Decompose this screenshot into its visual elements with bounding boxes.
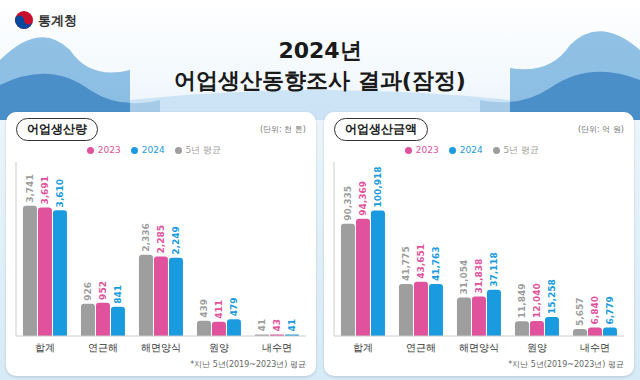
svg-text:41,775: 41,775 <box>401 246 411 281</box>
svg-text:31,054: 31,054 <box>459 260 469 295</box>
svg-text:41: 41 <box>257 319 267 332</box>
html-text:2024년: 2024년 <box>278 38 362 63</box>
svg-text:41,763: 41,763 <box>431 246 441 281</box>
svg-text:해면양식: 해면양식 <box>141 342 181 353</box>
svg-text:합계: 합계 <box>353 342 373 353</box>
svg-text:926: 926 <box>83 282 93 301</box>
svg-text:11,849: 11,849 <box>517 284 527 319</box>
html-text:2023: 2023 <box>415 145 439 155</box>
svg-text:내수면: 내수면 <box>262 342 292 353</box>
svg-text:952: 952 <box>98 281 108 300</box>
svg-text:2,249: 2,249 <box>171 226 181 254</box>
svg-text:37,118: 37,118 <box>489 252 499 287</box>
svg-text:6,779: 6,779 <box>605 296 615 324</box>
svg-text:3,691: 3,691 <box>40 176 50 204</box>
svg-text:6,840: 6,840 <box>590 296 600 324</box>
html-text:(단위: 억 원): (단위: 억 원) <box>578 125 624 134</box>
svg-text:원양: 원양 <box>209 342 229 353</box>
svg-text:90,335: 90,335 <box>343 186 353 221</box>
html-text:(단위: 천 톤): (단위: 천 톤) <box>260 125 306 134</box>
html-text:통계청: 통계청 <box>38 13 77 28</box>
svg-text:연근해: 연근해 <box>88 342 118 353</box>
html-text:어업생산동향조사 결과(잠정): 어업생산동향조사 결과(잠정) <box>174 68 466 93</box>
svg-text:100,918: 100,918 <box>373 167 383 208</box>
html-text:어업생산량: 어업생산량 <box>27 122 87 136</box>
svg-text:43: 43 <box>272 319 282 332</box>
svg-text:41: 41 <box>287 319 297 332</box>
html-text:2024: 2024 <box>459 145 483 155</box>
html-text:*지난 5년(2019~2023년) 평균: *지난 5년(2019~2023년) 평균 <box>190 360 306 369</box>
svg-text:12,040: 12,040 <box>532 283 542 318</box>
html-text:5년 평균: 5년 평균 <box>185 145 222 155</box>
svg-text:94,369: 94,369 <box>358 181 368 216</box>
html-text:5년 평균: 5년 평균 <box>503 145 540 155</box>
svg-text:5,657: 5,657 <box>575 298 585 326</box>
html-text:*지난 5년(2019~2023년) 평균: *지난 5년(2019~2023년) 평균 <box>508 360 624 369</box>
svg-text:원양: 원양 <box>527 342 547 353</box>
html-text:2023: 2023 <box>97 145 121 155</box>
svg-text:연근해: 연근해 <box>406 342 436 353</box>
html-text:2024: 2024 <box>141 145 165 155</box>
svg-text:내수면: 내수면 <box>580 342 610 353</box>
html-text:어업생산금액: 어업생산금액 <box>345 122 417 136</box>
svg-text:2,336: 2,336 <box>141 223 151 251</box>
svg-text:2,285: 2,285 <box>156 225 166 253</box>
svg-text:411: 411 <box>214 300 224 319</box>
svg-text:15,258: 15,258 <box>547 279 557 314</box>
svg-text:439: 439 <box>199 299 209 318</box>
svg-text:3,741: 3,741 <box>25 174 35 202</box>
svg-text:479: 479 <box>229 298 239 317</box>
svg-text:31,838: 31,838 <box>474 259 484 294</box>
svg-text:3,610: 3,610 <box>55 179 65 207</box>
svg-text:합계: 합계 <box>35 342 55 353</box>
svg-text:43,651: 43,651 <box>416 244 426 279</box>
svg-text:841: 841 <box>113 285 123 304</box>
svg-text:해면양식: 해면양식 <box>459 342 499 353</box>
